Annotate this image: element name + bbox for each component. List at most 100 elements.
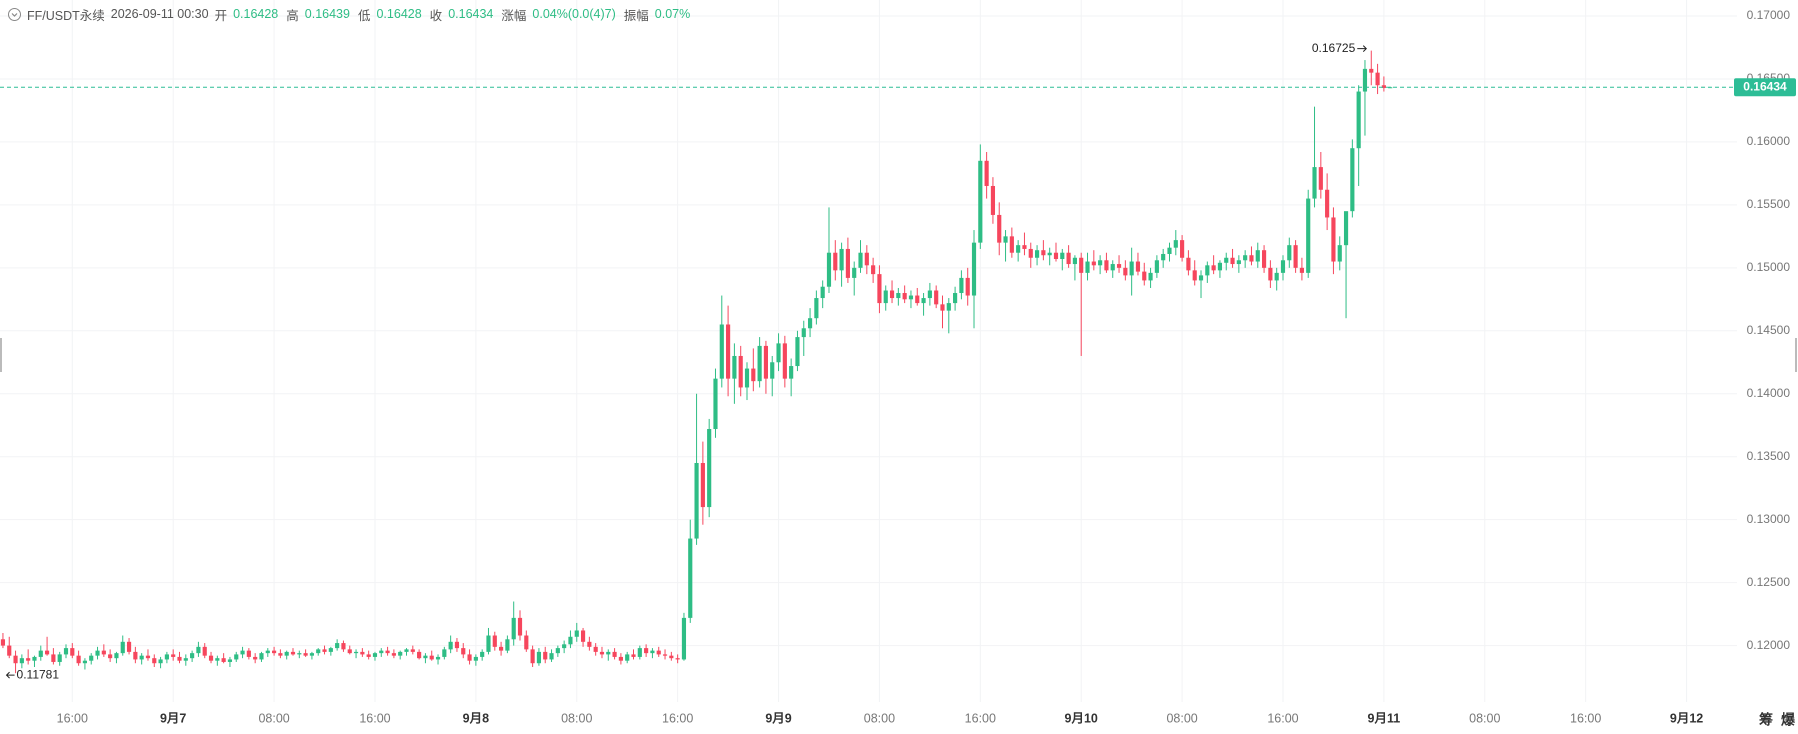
x-tick-label: 16:00 <box>359 711 390 725</box>
candle-body <box>454 641 460 649</box>
candle-body <box>1255 250 1260 262</box>
candle-body <box>801 328 806 338</box>
candle-body <box>662 654 668 656</box>
y-tick-label: 0.16000 <box>1747 134 1791 148</box>
candle-body <box>700 463 705 508</box>
min-arrow <box>5 671 15 679</box>
candle-body <box>946 303 951 311</box>
candle-body <box>1356 91 1361 149</box>
y-tick-label: 0.14000 <box>1747 386 1791 400</box>
candle-body <box>839 248 844 271</box>
candle-body <box>612 651 617 657</box>
candle-body <box>1104 260 1109 271</box>
candle-body <box>1337 245 1342 262</box>
candle-body <box>234 654 239 660</box>
candle-body <box>379 650 384 654</box>
candle-body <box>517 617 523 636</box>
candle-body <box>467 654 472 661</box>
candle-body <box>959 277 964 294</box>
collapse-icon[interactable] <box>8 7 21 21</box>
candle-body <box>650 650 655 654</box>
symbol: FF/USDT永续 <box>27 8 105 23</box>
candle-body <box>1299 267 1304 273</box>
candle-body <box>852 267 857 278</box>
candle-body <box>864 252 869 266</box>
candle-body <box>158 659 163 664</box>
candle-body <box>1091 261 1096 266</box>
candle-body <box>826 252 832 287</box>
candle-body <box>726 324 731 379</box>
candle-body <box>385 650 390 654</box>
toolbar-button[interactable]: 筹 <box>1759 712 1773 728</box>
candle-body <box>555 648 560 654</box>
candle-body <box>505 639 510 651</box>
candle-body <box>1312 167 1317 199</box>
candle-body <box>751 368 756 382</box>
y-tick-label: 0.15000 <box>1747 260 1791 274</box>
candle-body <box>1318 167 1323 190</box>
y-tick-label: 0.12500 <box>1747 575 1791 589</box>
candle-body <box>763 345 769 379</box>
candle-body <box>965 277 970 296</box>
candle-body <box>795 337 800 367</box>
candle-body <box>1129 261 1134 276</box>
candle-body <box>13 655 18 664</box>
candle-body <box>833 252 838 271</box>
candle-body <box>328 648 333 652</box>
candle-body <box>240 650 245 655</box>
header: FF/USDT永续 2026-09-11 00:30 开 0.16428 高 0.1… <box>8 4 698 24</box>
candle-body <box>1268 267 1273 281</box>
candle-body <box>1085 261 1090 273</box>
candle-body <box>580 630 586 642</box>
candle-body <box>889 290 895 299</box>
candle-body <box>1236 260 1241 265</box>
field-label: 低 <box>357 8 371 23</box>
candle-body <box>1388 87 1393 89</box>
candle-body <box>644 648 649 654</box>
candle-body <box>719 324 724 379</box>
candle-body <box>953 293 958 304</box>
candle-body <box>253 656 258 660</box>
candle-body <box>902 293 907 300</box>
toolbar-button[interactable]: 爆 <box>1781 712 1796 728</box>
candle-body <box>1154 260 1159 273</box>
candle-body <box>530 649 535 664</box>
candle-body <box>1369 68 1374 73</box>
x-tick-label: 9月9 <box>765 711 791 725</box>
candle-body <box>896 293 901 299</box>
candle-body <box>486 635 491 652</box>
candle-body <box>215 658 220 661</box>
candle-body <box>1186 257 1191 271</box>
candle-body <box>606 651 611 655</box>
candle-body <box>1350 148 1355 212</box>
candle-body <box>435 656 441 660</box>
candle-body <box>284 651 289 656</box>
candle-body <box>574 630 579 637</box>
candle-body <box>1148 272 1153 281</box>
x-tick-label: 16:00 <box>1570 711 1601 725</box>
candle-body <box>70 648 75 656</box>
candle-body <box>429 655 434 660</box>
candle-body <box>562 644 567 649</box>
candle-body <box>366 654 371 657</box>
x-tick-label: 16:00 <box>965 711 996 725</box>
candle-body <box>171 654 176 657</box>
candle-body <box>246 650 251 657</box>
candle-body <box>152 658 157 664</box>
candle-body <box>858 252 863 268</box>
candle-body <box>1331 217 1336 262</box>
candle-body <box>423 655 428 659</box>
candle-body <box>1362 68 1368 92</box>
candle-body <box>694 463 699 539</box>
candle-body <box>631 654 636 657</box>
candle-body <box>196 646 201 654</box>
candle-body <box>593 646 598 652</box>
field-label: 涨幅 <box>501 8 527 23</box>
candle-body <box>38 650 43 657</box>
candle-body <box>713 378 718 430</box>
candle-body <box>927 290 932 299</box>
candle-body <box>1243 255 1248 261</box>
candle-body <box>0 639 6 646</box>
